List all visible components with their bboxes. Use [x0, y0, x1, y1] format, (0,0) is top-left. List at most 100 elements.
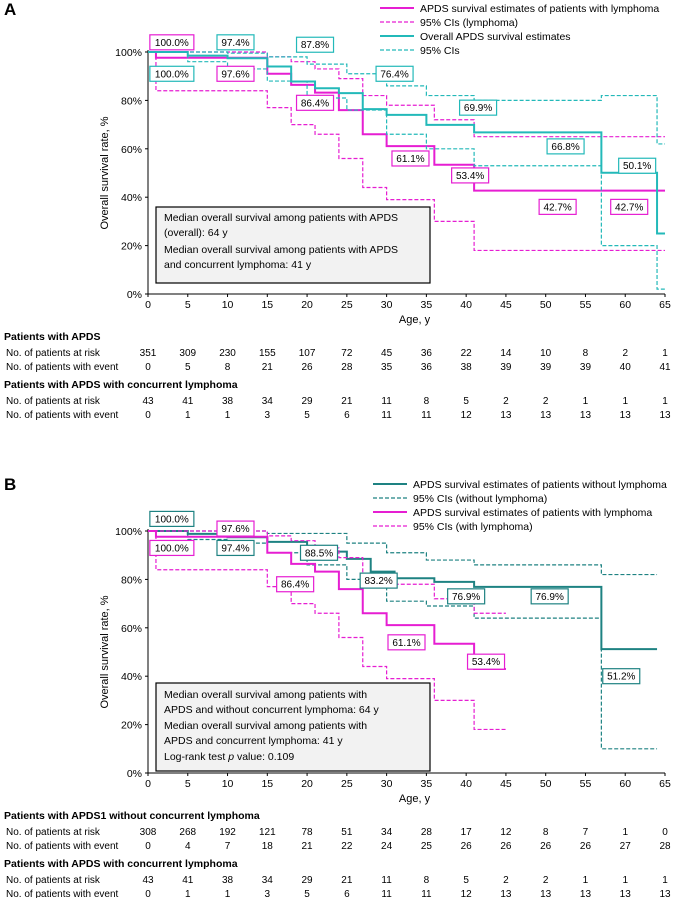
x-tick-label: 20	[301, 778, 313, 790]
y-tick-label: 40%	[121, 192, 142, 204]
risk-cell: 21	[341, 396, 353, 407]
risk-cell: 1	[662, 396, 668, 407]
value-label: 53.4%	[456, 171, 484, 182]
risk-cell: 29	[302, 396, 314, 407]
risk-cell: 26	[540, 841, 552, 852]
series-line	[148, 530, 658, 750]
value-label-box	[216, 520, 255, 537]
risk-row-label: No. of patients at risk	[6, 875, 101, 886]
risk-cell: 8	[225, 362, 231, 373]
risk-cell: 41	[659, 362, 671, 373]
x-tick-label: 40	[460, 778, 472, 790]
risk-cell: 13	[500, 410, 512, 421]
value-label-box	[458, 99, 498, 116]
panel-letter: B	[4, 475, 16, 494]
series-line	[148, 51, 665, 252]
x-tick-label: 30	[381, 299, 393, 311]
risk-cell: 29	[302, 875, 314, 886]
value-label-box	[391, 150, 430, 167]
risk-cell: 41	[182, 875, 194, 886]
risk-cell: 351	[140, 348, 157, 359]
risk-row-label: No. of patients at risk	[6, 827, 101, 838]
median-text: and concurrent lymphoma: 41 y	[164, 259, 312, 271]
value-label-box	[618, 157, 657, 174]
y-axis-title: Overall survival rate, %	[99, 116, 111, 229]
risk-cell: 2	[543, 875, 549, 886]
risk-cell: 1	[622, 875, 628, 886]
x-tick-label: 15	[261, 778, 273, 790]
risk-cell: 13	[580, 889, 592, 898]
y-tick-label: 80%	[121, 574, 142, 586]
risk-cell: 0	[145, 410, 151, 421]
risk-cell: 5	[463, 396, 469, 407]
median-survival-box	[155, 682, 431, 772]
risk-cell: 27	[620, 841, 632, 852]
risk-cell: 39	[500, 362, 512, 373]
risk-cell: 5	[185, 362, 191, 373]
median-text: Median overall survival among patients w…	[164, 212, 398, 224]
risk-row-label: No. of patients at risk	[6, 348, 101, 359]
x-tick-label: 10	[222, 299, 234, 311]
x-tick-label: 55	[580, 299, 592, 311]
risk-cell: 8	[543, 827, 549, 838]
median-survival-box	[155, 206, 431, 284]
risk-cell: 45	[381, 348, 393, 359]
risk-cell: 2	[503, 875, 509, 886]
risk-cell: 309	[179, 348, 196, 359]
risk-cell: 43	[142, 875, 154, 886]
risk-cell: 1	[622, 396, 628, 407]
risk-cell: 13	[659, 410, 671, 421]
value-label-box	[466, 653, 506, 670]
value-label: 69.9%	[464, 103, 492, 114]
risk-cell: 12	[500, 827, 512, 838]
risk-cell: 1	[225, 410, 231, 421]
value-label: 50.1%	[623, 161, 651, 172]
value-label: 86.4%	[281, 580, 309, 591]
risk-cell: 21	[302, 841, 314, 852]
risk-cell: 21	[262, 362, 274, 373]
risk-row-label: No. of patients with event	[6, 841, 119, 852]
value-label: 100.0%	[155, 543, 189, 554]
value-label: 88.5%	[305, 548, 333, 559]
median-text: APDS and concurrent lymphoma: 41 y	[164, 735, 343, 747]
risk-cell: 1	[185, 889, 191, 898]
risk-cell: 0	[145, 889, 151, 898]
risk-cell: 8	[583, 348, 589, 359]
value-label: 87.8%	[301, 40, 329, 51]
risk-cell: 41	[182, 396, 194, 407]
value-label: 76.9%	[535, 592, 563, 603]
risk-cell: 1	[583, 396, 589, 407]
chart-panel-a: A 0 5 10 15 20 25 30 35 40 45 50 55 60 65 0% 20% 40% 60% 80…	[4, 0, 671, 326]
legend-label: 95% CIs (with lymphoma)	[413, 521, 533, 533]
risk-cell: 1	[662, 348, 668, 359]
risk-cell: 268	[179, 827, 196, 838]
risk-row-label: No. of patients at risk	[6, 396, 101, 407]
x-tick-label: 0	[145, 778, 151, 790]
risk-cell: 4	[185, 841, 191, 852]
risk-cell: 13	[580, 410, 592, 421]
y-tick-label: 100%	[115, 47, 142, 59]
risk-cell: 192	[219, 827, 236, 838]
risk-cell: 230	[219, 348, 236, 359]
y-tick-label: 100%	[115, 526, 142, 538]
risk-cell: 51	[341, 827, 353, 838]
value-label-box	[149, 34, 195, 51]
risk-cell: 3	[265, 889, 271, 898]
median-text: APDS and without concurrent lymphoma: 64…	[164, 704, 380, 716]
legend-label: 95% CIs	[420, 45, 460, 57]
risk-cell: 14	[500, 348, 512, 359]
risk-cell: 8	[424, 875, 430, 886]
value-label: 100.0%	[155, 69, 189, 80]
risk-cell: 1	[583, 875, 589, 886]
x-tick-label: 60	[619, 778, 631, 790]
risk-cell: 2	[622, 348, 628, 359]
x-tick-label: 30	[381, 778, 393, 790]
value-label-box	[451, 167, 490, 184]
risk-row-label: No. of patients with event	[6, 410, 119, 421]
x-tick-label: 5	[185, 778, 191, 790]
value-label: 66.8%	[551, 142, 579, 153]
series-line	[148, 51, 665, 235]
value-label-box	[149, 539, 195, 557]
risk-cell: 28	[659, 841, 671, 852]
series-line	[148, 51, 665, 290]
